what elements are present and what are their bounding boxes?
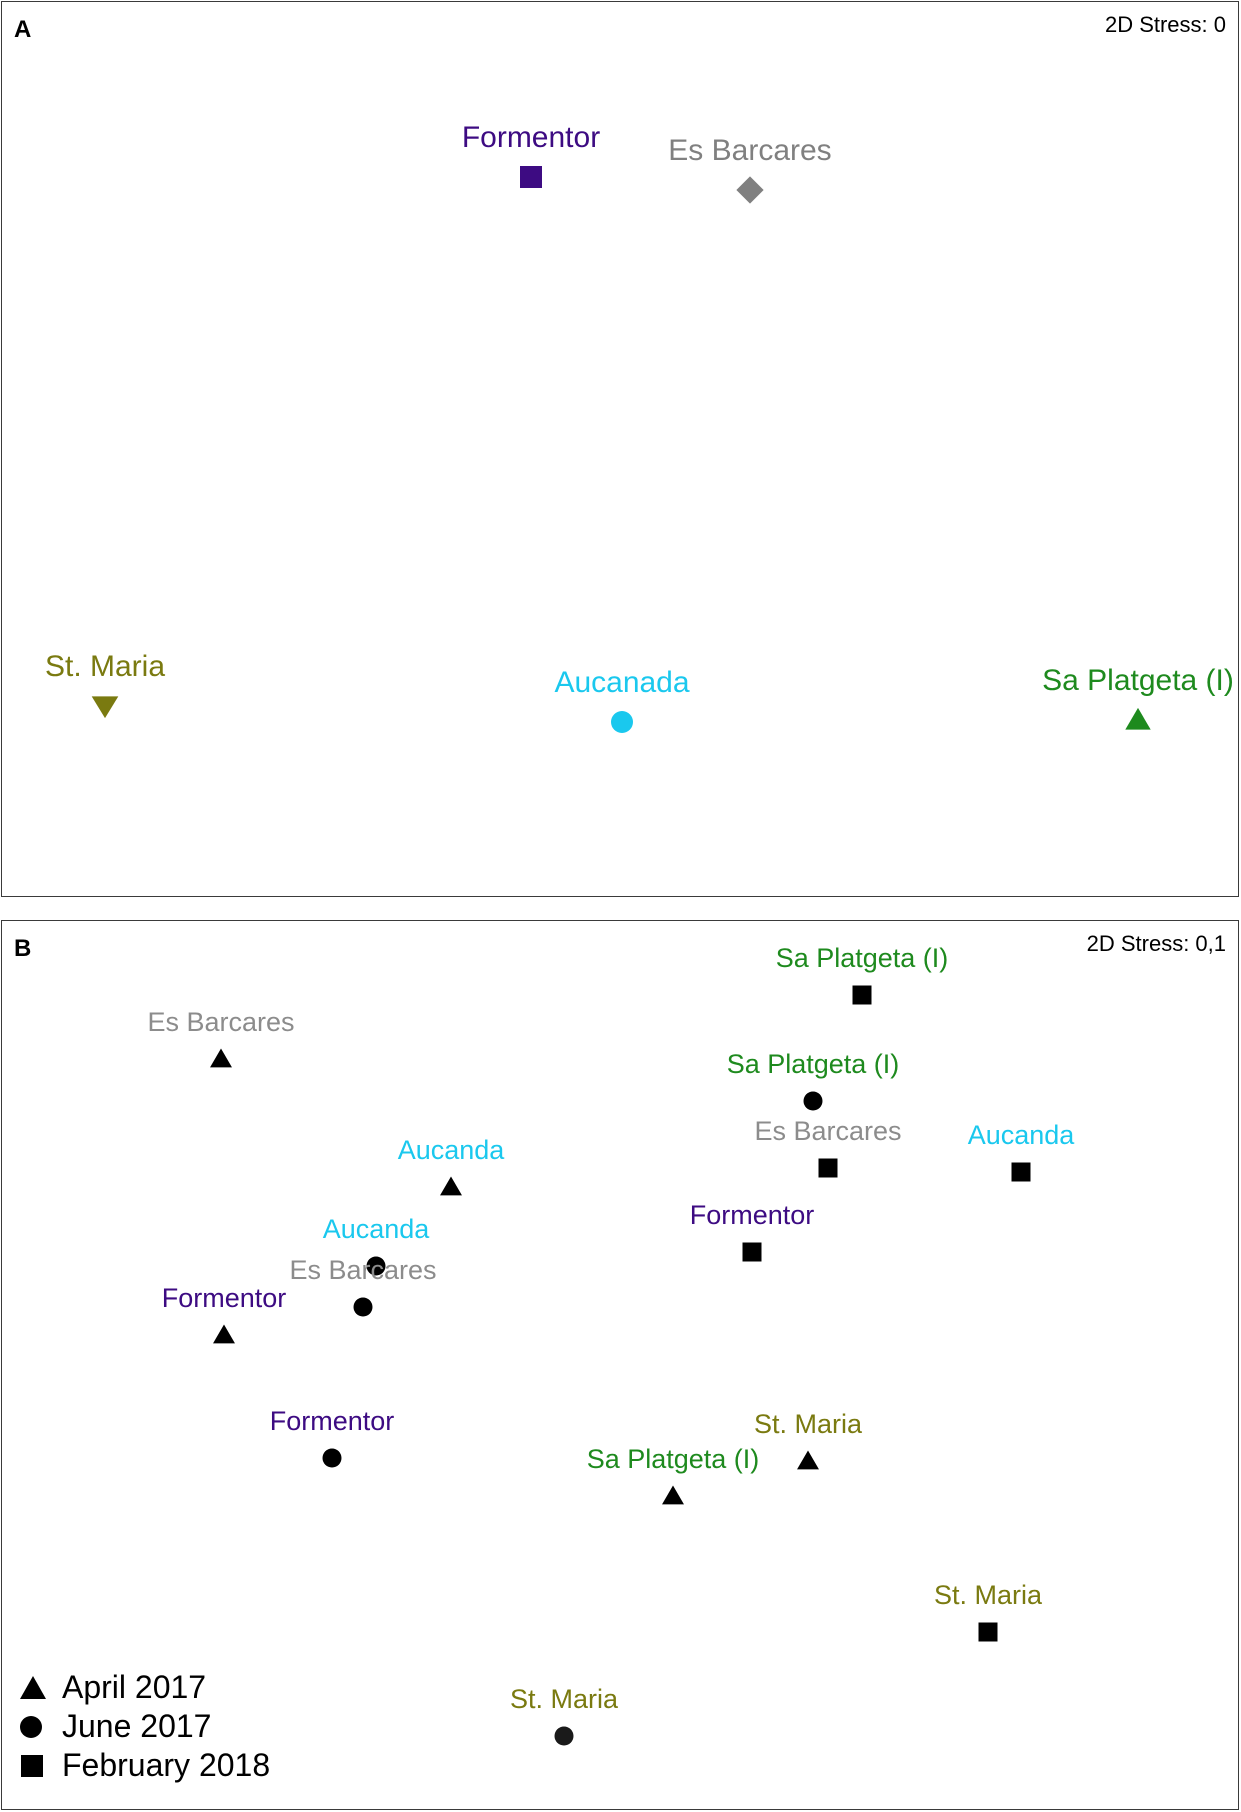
point-label-aucanda: Aucanda bbox=[968, 1120, 1076, 1150]
square-icon bbox=[21, 1754, 43, 1777]
point-square-st-maria bbox=[978, 1622, 998, 1642]
triangle-up-icon bbox=[20, 1675, 46, 1699]
point-label-st-maria: St. Maria bbox=[510, 1684, 619, 1714]
point-label-sa-platgeta-i: Sa Platgeta (I) bbox=[1042, 664, 1234, 697]
point-label-aucanada: Aucanada bbox=[554, 666, 689, 699]
point-triangle-up-sa-platgeta-i bbox=[662, 1485, 684, 1505]
point-circle-aucanada bbox=[611, 711, 633, 733]
point-label-es-barcares: Es Barcares bbox=[668, 134, 831, 167]
panel-a: Formentor Es Barcares St. Maria Aucanada Sa … bbox=[1, 1, 1239, 897]
circle-icon bbox=[20, 1715, 42, 1738]
legend-item-february-2018: February 2018 bbox=[18, 1746, 270, 1785]
point-label-formentor: Formentor bbox=[690, 1200, 815, 1230]
point-triangle-up-es-barcares bbox=[210, 1048, 232, 1068]
scatter-plot-a: Formentor Es Barcares St. Maria Aucanada Sa … bbox=[45, 121, 1234, 733]
point-label-sa-platgeta-i: Sa Platgeta (I) bbox=[587, 1444, 760, 1474]
point-square-aucanda bbox=[1011, 1162, 1031, 1182]
point-label-formentor: Formentor bbox=[462, 121, 600, 154]
point-label-es-barcares: Es Barcares bbox=[754, 1116, 901, 1146]
point-label-st-maria: St. Maria bbox=[934, 1580, 1043, 1610]
point-square-formentor bbox=[520, 166, 542, 188]
point-label-es-barcares: Es Barcares bbox=[147, 1007, 294, 1037]
point-triangle-up-aucanda bbox=[440, 1176, 462, 1196]
point-label-st-maria: St. Maria bbox=[45, 650, 165, 683]
legend-item-april-2017: April 2017 bbox=[18, 1668, 270, 1707]
point-triangle-up-sa-platgeta-i bbox=[1125, 707, 1151, 730]
panel-label-b: B bbox=[14, 935, 32, 962]
stress-label-b: 2D Stress: 0,1 bbox=[1086, 931, 1226, 956]
point-circle-sa-platgeta-i bbox=[803, 1091, 823, 1111]
point-label-sa-platgeta-i: Sa Platgeta (I) bbox=[776, 943, 949, 973]
panel-label-a: A bbox=[14, 16, 32, 43]
point-triangle-up-st-maria bbox=[797, 1450, 819, 1470]
panel-b: Sa Platgeta (I) Es Barcares Sa Platgeta (I… bbox=[1, 920, 1239, 1810]
point-label-st-maria: St. Maria bbox=[754, 1409, 863, 1439]
point-label-formentor: Formentor bbox=[162, 1283, 287, 1313]
point-circle-es-barcares bbox=[353, 1297, 373, 1317]
scatter-plot-b: Sa Platgeta (I) Es Barcares Sa Platgeta (I… bbox=[147, 943, 1076, 1746]
point-label-formentor: Formentor bbox=[270, 1406, 395, 1436]
point-circle-formentor bbox=[322, 1448, 342, 1468]
point-square-formentor bbox=[742, 1242, 762, 1262]
point-label-aucanda: Aucanda bbox=[323, 1214, 431, 1244]
legend-label: February 2018 bbox=[62, 1747, 271, 1783]
legend-label: April 2017 bbox=[62, 1669, 207, 1705]
point-label-es-barcares: Es Barcares bbox=[289, 1255, 436, 1285]
point-triangle-up-formentor bbox=[213, 1324, 235, 1344]
point-label-aucanda: Aucanda bbox=[398, 1135, 506, 1165]
point-circle-aucanda bbox=[366, 1256, 386, 1276]
point-label-sa-platgeta-i: Sa Platgeta (I) bbox=[727, 1049, 900, 1079]
point-square-sa-platgeta-i bbox=[852, 985, 872, 1005]
point-diamond-es-barcares bbox=[736, 176, 764, 204]
legend: April 2017 June 2017 February 2018 bbox=[18, 1668, 270, 1785]
legend-item-june-2017: June 2017 bbox=[18, 1707, 270, 1746]
point-circle-st-maria bbox=[554, 1726, 574, 1746]
point-triangle-down-st-maria bbox=[91, 696, 119, 719]
legend-label: June 2017 bbox=[62, 1708, 212, 1744]
point-square-es-barcares bbox=[818, 1158, 838, 1178]
stress-label-a: 2D Stress: 0 bbox=[1104, 12, 1226, 37]
